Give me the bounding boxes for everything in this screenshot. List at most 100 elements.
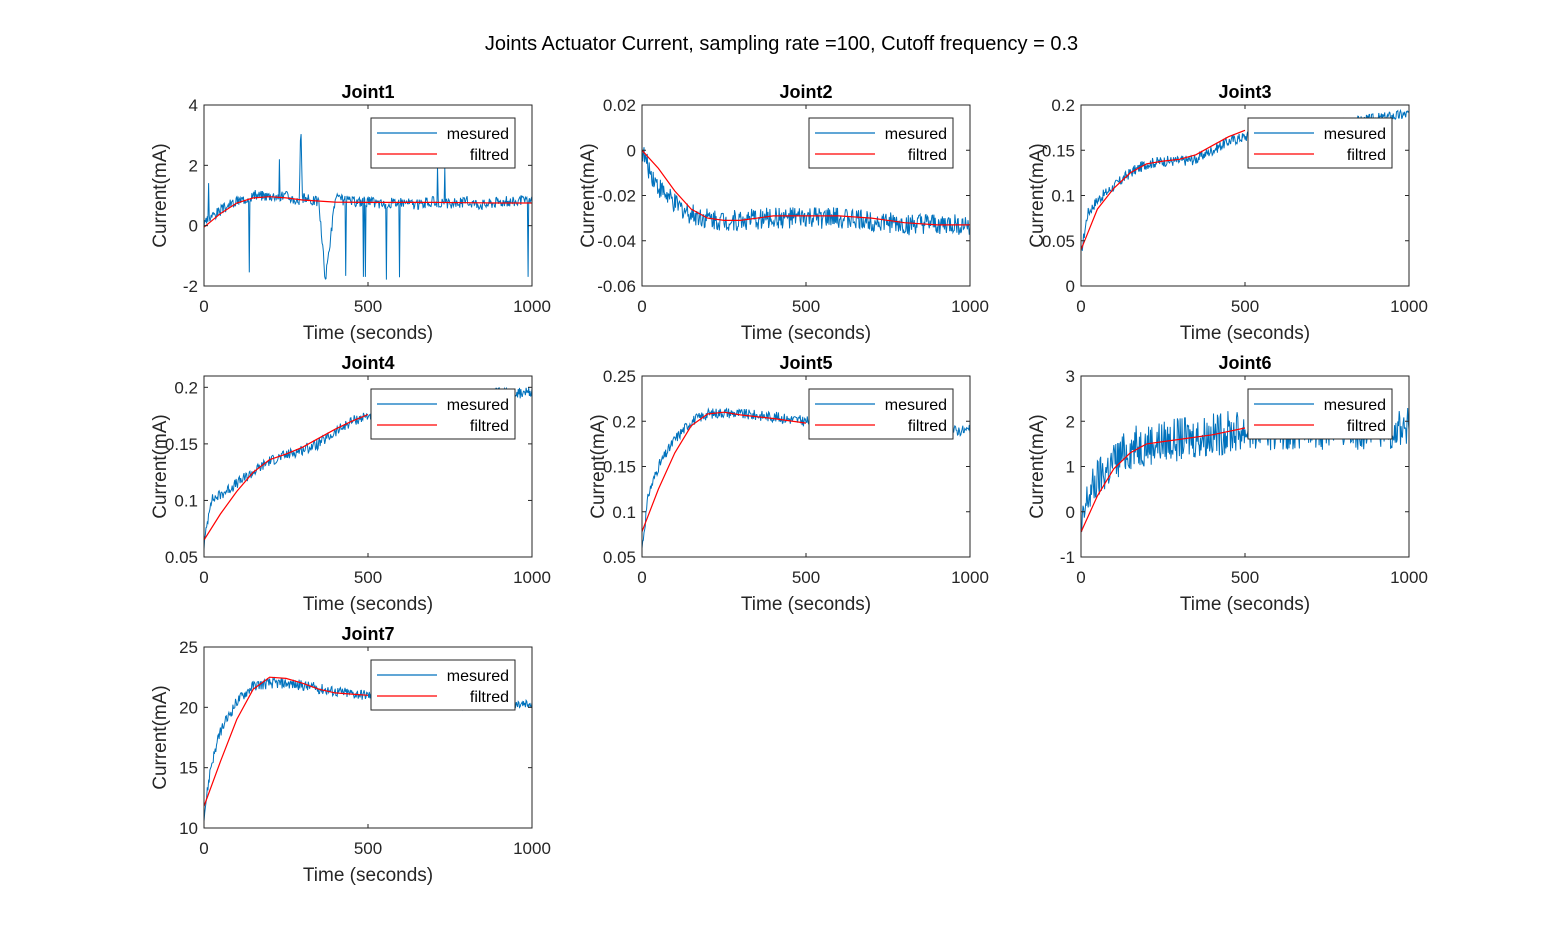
x-tick-label: 1000 <box>513 297 551 316</box>
x-tick-label: 1000 <box>513 568 551 587</box>
legend-box <box>1247 117 1393 169</box>
x-tick-label: 500 <box>1231 568 1259 587</box>
x-axis-label: Time (seconds) <box>741 594 871 615</box>
x-tick-label: 500 <box>792 297 820 316</box>
figure-title: Joints Actuator Current, sampling rate =… <box>484 33 1079 55</box>
subplot-title: Joint5 <box>779 353 832 373</box>
y-tick-label: 0.05 <box>603 548 636 567</box>
x-tick-label: 1000 <box>951 297 989 316</box>
legend-box <box>808 388 954 440</box>
legend-box <box>370 388 516 440</box>
x-tick-label: 1000 <box>951 568 989 587</box>
y-tick-label: 0.25 <box>603 367 636 386</box>
x-axis-label: Time (seconds) <box>303 865 433 886</box>
y-tick-label: 0.02 <box>603 96 636 115</box>
y-tick-label: 0 <box>627 141 636 160</box>
x-tick-label: 500 <box>792 568 820 587</box>
x-axis-label: Time (seconds) <box>303 323 433 344</box>
legend-label-filtred: filtred <box>470 689 509 706</box>
y-tick-label: 1 <box>1066 458 1075 477</box>
legend-label-mesured: mesured <box>447 668 509 685</box>
series-line-filtred <box>1081 129 1246 251</box>
x-axis-label: Time (seconds) <box>1180 323 1310 344</box>
subplot-title: Joint6 <box>1218 353 1271 373</box>
legend-label-filtred: filtred <box>908 418 947 435</box>
subplot-joint4: 0 500 1000 0.05 0.1 0.15 0.2 Joint4 Time (second… <box>150 353 551 615</box>
legend-label-filtred: filtred <box>1347 418 1386 435</box>
y-tick-label: 0.2 <box>174 378 198 397</box>
y-tick-label: -2 <box>183 277 198 296</box>
x-tick-label: 500 <box>354 839 382 858</box>
y-axis-label: Current(mA) <box>1027 143 1048 248</box>
subplot-joint2: 0 500 1000 -0.06 -0.04 -0.02 0 0.02 Joint2 Time (… <box>578 82 989 344</box>
y-tick-label: 0.05 <box>165 548 198 567</box>
y-tick-label: 2 <box>1066 412 1075 431</box>
legend-label-filtred: filtred <box>470 418 509 435</box>
legend-label-mesured: mesured <box>447 126 509 143</box>
y-tick-label: 10 <box>179 819 198 838</box>
legend-box <box>1247 388 1393 440</box>
y-tick-label: -0.04 <box>597 232 636 251</box>
series-line-filtred <box>204 676 369 807</box>
y-tick-label: -0.02 <box>597 187 636 206</box>
legend-box <box>370 117 516 169</box>
x-tick-label: 0 <box>199 297 208 316</box>
y-tick-label: 20 <box>179 698 198 717</box>
x-tick-label: 0 <box>1076 568 1085 587</box>
x-tick-label: 0 <box>637 297 646 316</box>
legend-label-filtred: filtred <box>1347 147 1386 164</box>
y-axis-label: Current(mA) <box>588 414 609 519</box>
y-tick-label: 0.05 <box>1042 232 1075 251</box>
legend-box <box>370 659 516 711</box>
x-tick-label: 0 <box>199 839 208 858</box>
x-tick-label: 0 <box>199 568 208 587</box>
y-axis-label: Current(mA) <box>1027 414 1048 519</box>
legend-label-mesured: mesured <box>885 126 947 143</box>
x-axis-label: Time (seconds) <box>1180 594 1310 615</box>
legend-label-mesured: mesured <box>885 397 947 414</box>
y-tick-label: 0.15 <box>165 435 198 454</box>
subplot-title: Joint2 <box>779 82 832 102</box>
subplot-title: Joint3 <box>1218 82 1271 102</box>
y-tick-label: 0.1 <box>174 491 198 510</box>
y-tick-label: -1 <box>1060 548 1075 567</box>
x-axis-label: Time (seconds) <box>303 594 433 615</box>
subplot-joint5: 0 500 1000 0.05 0.1 0.15 0.2 0.25 Joint5 Time (se… <box>588 353 989 615</box>
legend-label-filtred: filtred <box>908 147 947 164</box>
y-tick-label: 0 <box>1066 277 1075 296</box>
y-axis-label: Current(mA) <box>150 414 171 519</box>
x-tick-label: 500 <box>1231 297 1259 316</box>
subplot-title: Joint7 <box>341 624 394 644</box>
legend-label-mesured: mesured <box>1324 126 1386 143</box>
series-line-filtred <box>204 413 369 541</box>
subplot-joint7: 0 500 1000 10 15 20 25 Joint7 Time (seconds) Curr… <box>150 624 551 886</box>
y-tick-label: 15 <box>179 759 198 778</box>
subplot-title: Joint1 <box>341 82 394 102</box>
y-tick-label: 0.1 <box>612 503 636 522</box>
series-line-filtred <box>642 149 970 226</box>
y-tick-label: 3 <box>1066 367 1075 386</box>
y-tick-label: -0.06 <box>597 277 636 296</box>
y-tick-label: 0.15 <box>1042 141 1075 160</box>
y-tick-label: 0.2 <box>612 412 636 431</box>
y-tick-label: 2 <box>189 156 198 175</box>
subplot-title: Joint4 <box>341 353 394 373</box>
legend-label-mesured: mesured <box>1324 397 1386 414</box>
x-tick-label: 0 <box>1076 297 1085 316</box>
y-tick-label: 0 <box>189 217 198 236</box>
x-tick-label: 1000 <box>1390 297 1428 316</box>
y-tick-label: 0.2 <box>1051 96 1075 115</box>
y-tick-label: 25 <box>179 638 198 657</box>
series-line-mesured <box>204 134 532 280</box>
y-axis-label: Current(mA) <box>150 143 171 248</box>
legend-box <box>808 117 954 169</box>
legend-label-filtred: filtred <box>470 147 509 164</box>
series-line-filtred <box>642 411 807 532</box>
x-axis-label: Time (seconds) <box>741 323 871 344</box>
y-axis-label: Current(mA) <box>578 143 599 248</box>
x-tick-label: 1000 <box>1390 568 1428 587</box>
y-tick-label: 0.15 <box>603 458 636 477</box>
